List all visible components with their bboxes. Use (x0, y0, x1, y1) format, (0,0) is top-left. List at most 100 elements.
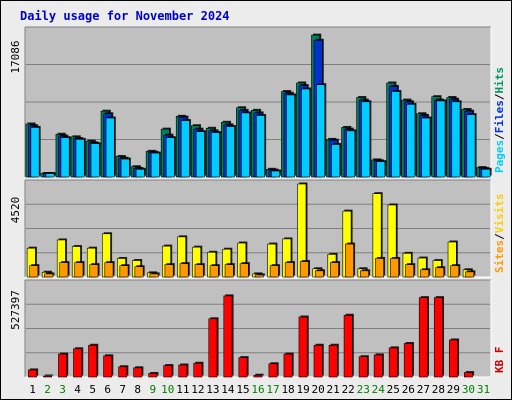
bar-pages-day-16 (256, 115, 265, 178)
x-tick-label: 9 (149, 383, 156, 396)
bar-sites-day-2 (44, 273, 54, 278)
bar-sites-day-28 (435, 267, 445, 278)
legend-entry-: / (493, 133, 506, 140)
x-tick-label: 19 (296, 383, 309, 396)
bar-kb-f-day-29 (448, 339, 458, 378)
bar-pages-day-8 (135, 169, 145, 178)
bar-kb-f-day-24 (373, 354, 383, 378)
bar-sites-day-7 (119, 265, 129, 278)
x-tick-label: 18 (281, 383, 294, 396)
legend-entry-sites: Sites (493, 240, 506, 273)
bar-sites-day-1 (29, 265, 39, 278)
bar-kb-f-day-9 (148, 373, 158, 378)
bar-kb-f-day-5 (88, 344, 98, 378)
bar-pages-day-27 (421, 117, 431, 178)
x-tick-label: 30 (462, 383, 475, 396)
bar-pages-day-19 (301, 88, 311, 178)
panel-bottom-max-label: 527397 (9, 290, 22, 330)
legend-entry-: / (493, 93, 506, 100)
bar-sites-day-9 (149, 273, 159, 278)
x-tick-label: 24 (372, 383, 386, 396)
x-tick-label: 31 (477, 383, 490, 396)
legend-entry-visits: Visits (493, 194, 506, 234)
x-tick-label: 3 (59, 383, 66, 396)
bar-pages-day-10 (165, 137, 175, 178)
bar-kb-f-day-18 (283, 353, 293, 378)
bar-pages-day-7 (120, 158, 130, 178)
bar-sites-day-20 (314, 270, 324, 278)
bar-kb-f-day-17 (268, 363, 278, 378)
chart-title: Daily usage for November 2024 (20, 9, 230, 23)
x-tick-label: 6 (104, 383, 111, 396)
bar-kb-f-day-22 (343, 314, 353, 378)
bar-sites-day-15 (239, 263, 249, 278)
x-tick-label: 8 (134, 383, 141, 396)
bar-kb-f-day-1 (28, 369, 37, 378)
panel-top-max-label: 17086 (9, 40, 22, 73)
bar-pages-day-26 (406, 104, 416, 178)
bar-sites-day-13 (209, 265, 219, 278)
bar-kb-f-day-16 (253, 374, 263, 378)
bar-kb-f-day-20 (313, 344, 323, 378)
x-tick-label: 23 (357, 383, 370, 396)
bar-sites-day-22 (345, 243, 354, 278)
bar-sites-day-16 (254, 274, 264, 278)
x-tick-label: 21 (327, 383, 340, 396)
x-tick-label: 1 (29, 383, 36, 396)
bar-pages-day-13 (210, 132, 220, 178)
bar-pages-day-6 (105, 117, 115, 178)
x-tick-label: 11 (176, 383, 189, 396)
x-tick-label: 16 (251, 383, 264, 396)
bar-pages-day-29 (451, 101, 461, 178)
x-tick-label: 5 (89, 383, 96, 396)
bar-kb-f-day-10 (163, 365, 173, 378)
x-tick-label: 28 (432, 383, 445, 396)
bar-kb-f-day-21 (328, 344, 338, 378)
bar-kb-f-day-15 (238, 357, 248, 378)
bar-pages-day-12 (195, 131, 205, 178)
bar-sites-day-23 (360, 270, 369, 278)
x-tick-label: 26 (402, 383, 415, 396)
bar-pages-day-30 (466, 114, 476, 178)
x-tick-label: 4 (74, 383, 81, 396)
x-tick-label: 29 (447, 383, 460, 396)
bar-kb-f-day-12 (193, 362, 203, 378)
x-tick-label: 27 (417, 383, 430, 396)
bar-pages-day-17 (271, 170, 280, 178)
x-tick-label: 14 (221, 383, 235, 396)
bar-sites-day-24 (375, 258, 384, 278)
bar-kb-f-day-30 (464, 372, 473, 378)
bar-shadow-sites (256, 273, 265, 276)
bar-sites-day-3 (59, 262, 69, 278)
bar-pages-day-24 (376, 161, 386, 178)
bar-sites-day-26 (405, 264, 415, 278)
panel-middle-legend: Sites/Visits (493, 194, 506, 274)
x-tick-label: 25 (387, 383, 400, 396)
legend-entry-pages: Pages (493, 140, 506, 173)
legend-entry-kb-f: KB F (493, 347, 506, 374)
bar-pages-day-2 (45, 173, 55, 178)
bar-sites-day-6 (104, 262, 114, 278)
x-tick-label: 7 (119, 383, 126, 396)
bar-sites-day-30 (465, 271, 475, 278)
bar-pages-day-15 (241, 112, 250, 178)
bar-sites-day-25 (390, 258, 399, 278)
x-tick-label: 22 (342, 383, 355, 396)
bar-sites-day-17 (269, 265, 279, 278)
x-tick-label: 2 (44, 383, 51, 396)
bar-kb-f-day-7 (118, 366, 128, 378)
x-tick-label: 17 (266, 383, 279, 396)
x-tick-label: 12 (191, 383, 204, 396)
bar-sites-day-19 (299, 261, 309, 278)
bar-sites-day-21 (329, 262, 339, 278)
bar-sites-day-12 (194, 264, 204, 278)
panel-bottom-legend: KB F (493, 347, 506, 374)
x-tick-label: 13 (206, 383, 219, 396)
bar-sites-day-29 (450, 265, 460, 278)
bar-pages-day-31 (481, 169, 491, 178)
legend-entry-files: Files (493, 100, 506, 133)
bar-sites-day-8 (134, 266, 144, 278)
bar-kb-f-day-2 (43, 375, 52, 378)
bar-kb-f-day-19 (298, 316, 308, 378)
